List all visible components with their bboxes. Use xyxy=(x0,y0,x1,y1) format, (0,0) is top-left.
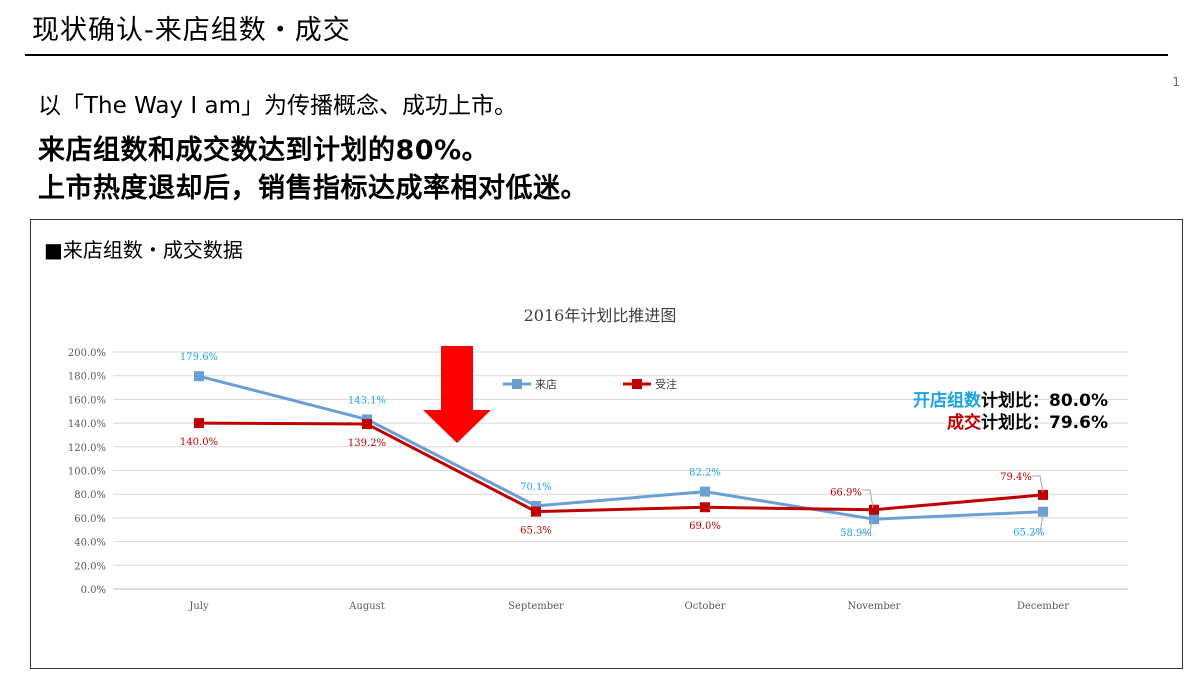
data-point-visits xyxy=(869,514,879,525)
y-tick-label: 120.0% xyxy=(68,443,106,454)
data-label-deals: 69.0% xyxy=(689,521,721,532)
x-tick-label: November xyxy=(848,601,901,612)
data-point-deals xyxy=(531,506,541,517)
x-tick-label: September xyxy=(508,601,564,612)
y-tick-label: 0.0% xyxy=(81,585,106,596)
label-leader-line xyxy=(860,519,873,534)
headline-2: 上市热度退却后，销售指标达成率相对低迷。 xyxy=(38,173,588,204)
legend-swatch-marker xyxy=(512,379,522,389)
label-leader-line xyxy=(1032,475,1044,493)
data-label-deals: 140.0% xyxy=(180,437,218,448)
data-label-deals: 139.2% xyxy=(348,438,386,449)
y-tick-label: 60.0% xyxy=(74,514,106,525)
y-tick-label: 20.0% xyxy=(74,561,106,572)
data-label-deals: 66.9% xyxy=(830,488,862,499)
data-label-visits: 65.2% xyxy=(1013,528,1045,539)
series-line-deals xyxy=(198,421,1044,514)
visits-plan-ratio: 开店组数计划比：80.0% xyxy=(913,386,1108,411)
data-label-visits: 143.1% xyxy=(348,395,386,406)
y-tick-label: 40.0% xyxy=(74,538,106,549)
y-tick-label: 180.0% xyxy=(68,372,106,383)
data-point-visits xyxy=(531,500,541,511)
chart-title: 2016年计划比推进图 xyxy=(524,306,677,325)
title-divider xyxy=(25,54,1168,56)
deals-ratio-value: 计划比：79.6% xyxy=(981,413,1108,433)
legend-label: 受注 xyxy=(655,377,677,391)
series-line-visits xyxy=(198,374,1044,521)
data-label-visits: 58.9% xyxy=(840,528,872,539)
y-tick-label: 200.0% xyxy=(68,348,106,359)
visits-ratio-value: 计划比：80.0% xyxy=(981,391,1108,411)
x-tick-label: August xyxy=(348,601,385,612)
deals-ratio-label: 成交 xyxy=(947,413,982,433)
data-label-visits: 70.1% xyxy=(520,482,552,493)
data-label-deals: 79.4% xyxy=(1000,472,1032,483)
legend-label: 来店 xyxy=(535,377,557,391)
down-arrow-icon xyxy=(423,346,491,443)
x-tick-label: July xyxy=(188,601,209,612)
data-point-visits xyxy=(700,486,710,497)
x-tick-label: December xyxy=(1017,601,1069,612)
data-point-deals xyxy=(869,504,879,515)
data-point-deals xyxy=(194,418,204,429)
data-point-deals xyxy=(362,419,372,430)
data-point-visits xyxy=(1038,506,1048,517)
data-label-deals: 65.3% xyxy=(520,526,552,537)
y-tick-label: 140.0% xyxy=(68,419,106,430)
y-tick-label: 100.0% xyxy=(68,467,106,478)
slide-title: 现状确认-来店组数・成交 xyxy=(32,15,351,46)
data-label-visits: 179.6% xyxy=(180,352,218,363)
label-leader-line xyxy=(862,489,874,509)
data-point-deals xyxy=(1038,489,1048,500)
chart-panel-heading: ■来店组数・成交数据 xyxy=(44,238,243,262)
label-leader-line xyxy=(1032,513,1044,534)
y-tick-label: 160.0% xyxy=(68,395,106,406)
data-label-visits: 82.2% xyxy=(689,468,721,479)
x-tick-label: October xyxy=(685,601,726,612)
intro-text: 以「The Way I am」为传播概念、成功上市。 xyxy=(38,93,517,119)
legend-swatch-marker xyxy=(632,379,642,389)
chart-panel xyxy=(30,219,1183,669)
visits-ratio-label: 开店组数 xyxy=(913,391,982,411)
headline-1: 来店组数和成交数达到计划的80%。 xyxy=(38,135,490,166)
data-point-visits xyxy=(194,371,204,382)
page-number: 1 xyxy=(1172,75,1180,89)
data-point-deals xyxy=(700,502,710,513)
y-tick-label: 80.0% xyxy=(74,490,106,501)
deals-plan-ratio: 成交计划比：79.6% xyxy=(947,408,1108,433)
